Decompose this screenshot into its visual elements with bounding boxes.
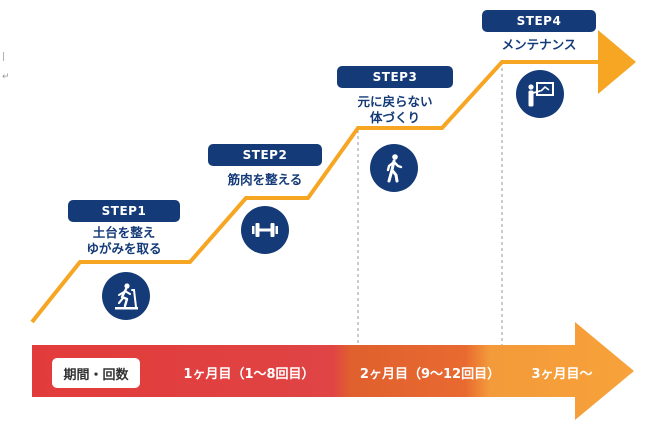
presentation-board-icon	[516, 70, 564, 118]
step3-pill: STEP3	[337, 66, 453, 88]
step1-line1: 土台を整え	[92, 225, 156, 240]
treadmill-icon	[102, 272, 150, 320]
step4-line1: メンテナンス	[501, 37, 577, 52]
phase-1-label: 1ヶ月目（1～8回目）	[183, 366, 315, 382]
return-mark-icon: ↵	[2, 72, 10, 82]
cursor-mark-icon: |	[2, 52, 6, 62]
growth-arrow-head	[598, 30, 636, 94]
step1-line2: ゆがみを取る	[86, 241, 162, 256]
dumbbell-icon	[241, 206, 289, 254]
step3-description: 元に戻らない 体づくり	[337, 94, 453, 126]
step1-pill: STEP1	[68, 200, 180, 222]
step3-line1: 元に戻らない	[357, 94, 433, 109]
step4-pill: STEP4	[482, 10, 596, 32]
phase-2-label: 2ヶ月目（9～12回目）	[359, 366, 501, 382]
step4-description: メンテナンス	[482, 37, 596, 53]
step2-pill: STEP2	[208, 144, 322, 166]
growth-stair-line	[30, 60, 600, 324]
period-label-box: 期間・回数	[52, 358, 140, 388]
step2-description: 筋肉を整える	[208, 172, 322, 188]
step3-line2: 体づくり	[369, 110, 420, 125]
timeline-arrow	[32, 322, 634, 420]
phase-3-label: 3ヶ月目～	[531, 366, 593, 382]
walking-person-icon	[370, 144, 418, 192]
step1-description: 土台を整え ゆがみを取る	[68, 225, 180, 257]
step2-line1: 筋肉を整える	[227, 172, 303, 187]
